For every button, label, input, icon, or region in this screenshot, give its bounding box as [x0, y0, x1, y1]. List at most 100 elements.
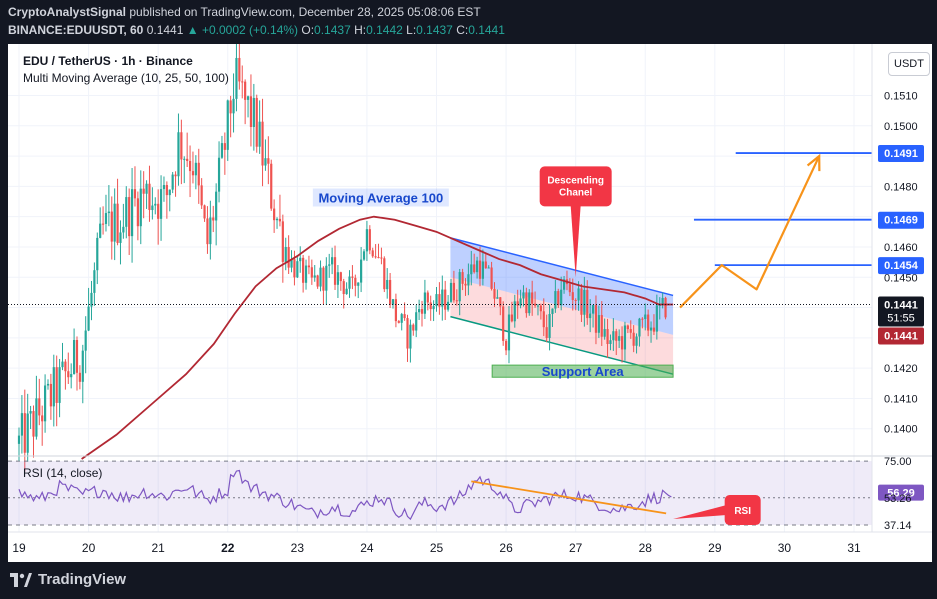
candle-body-21	[78, 372, 81, 382]
candle-body-137	[415, 312, 418, 331]
channel-lower-line	[450, 315, 674, 375]
candle-body-174	[522, 292, 525, 299]
ma-label-text: Moving Average 100	[318, 191, 443, 206]
candle-body-4	[29, 411, 32, 414]
candle-body-165	[496, 297, 499, 299]
time-tick-19: 19	[12, 541, 26, 555]
candle-body-160	[481, 261, 484, 279]
candle-body-167	[502, 306, 505, 341]
indicator-label: Multi Moving Average (10, 25, 50, 100)	[23, 71, 229, 85]
candle-body-159	[478, 260, 482, 279]
candle-body-204	[609, 340, 612, 344]
projection-arrowhead	[806, 153, 821, 172]
candle-body-150	[452, 282, 455, 301]
currency-button[interactable]: USDT	[888, 52, 930, 76]
candle-body-26	[93, 270, 96, 293]
rsi-line	[18, 469, 672, 521]
candle-body-220	[655, 305, 658, 332]
candle-body-56	[180, 132, 183, 160]
candle-body-111	[339, 272, 342, 282]
channel-lower-fill	[450, 277, 674, 375]
candle-body-157	[473, 264, 476, 273]
author-name[interactable]: CryptoAnalystSignal	[8, 5, 127, 19]
candle-body-143	[432, 306, 435, 310]
candle-body-57	[183, 158, 186, 160]
candle-body-15	[61, 361, 64, 368]
candle-body-216	[644, 314, 647, 320]
candle-body-122	[371, 250, 374, 257]
publish-line: CryptoAnalystSignal published on Trading…	[8, 5, 481, 19]
rsi-callout-pointer	[673, 505, 727, 520]
candle-body-14	[58, 367, 61, 403]
candle-body-210	[626, 325, 629, 330]
candle-body-221	[658, 304, 661, 306]
candle-body-51	[165, 185, 168, 196]
chart-canvas[interactable]: Support Area Moving Average 100 Descendin…	[8, 34, 932, 562]
price-tick-0.1460: 0.1460	[884, 242, 918, 254]
candle-body-22	[81, 350, 84, 382]
prev-close-tag-text: 0.1441	[884, 331, 918, 343]
price-tick-0.1500: 0.1500	[884, 121, 918, 133]
candle-body-79	[246, 96, 250, 100]
candle-body-131	[397, 321, 400, 323]
candle-body-142	[429, 302, 432, 310]
candle-body-201	[600, 315, 603, 337]
candle-body-194	[580, 288, 583, 315]
candle-body-65	[206, 218, 209, 245]
candle-body-0	[17, 435, 21, 444]
candle-body-61	[194, 162, 197, 176]
candle-body-188	[562, 279, 566, 290]
candle-body-88	[273, 208, 276, 221]
candle-body-171	[513, 301, 516, 322]
candle-body-43	[142, 188, 145, 194]
candle-body-102	[313, 275, 316, 278]
candle-body-202	[603, 329, 606, 337]
close-label: C:	[456, 23, 469, 37]
rsi-tick-75.00: 75.00	[884, 456, 912, 468]
candle-body-215	[641, 318, 644, 320]
candle-body-177	[531, 292, 534, 304]
candle-body-68	[215, 191, 218, 221]
candle-body-97	[299, 257, 302, 262]
candle-body-96	[296, 261, 299, 278]
candle-body-98	[302, 257, 305, 283]
candle-body-138	[418, 309, 421, 313]
candle-body-44	[145, 183, 148, 194]
candle-body-100	[307, 265, 311, 268]
candle-body-7	[38, 398, 41, 416]
time-tick-23: 23	[291, 541, 305, 555]
low-label: L:	[406, 23, 417, 37]
time-tick-20: 20	[82, 541, 96, 555]
support-area-label: Support Area	[542, 364, 625, 379]
candle-body-92	[284, 247, 287, 262]
candle-body-74	[232, 98, 235, 114]
candle-body-183	[548, 314, 551, 338]
candle-body-19	[72, 339, 76, 375]
chart-area[interactable]: Support Area Moving Average 100 Descendin…	[8, 34, 932, 562]
candle-body-1	[20, 413, 23, 436]
tradingview-logo[interactable]: TradingView	[10, 571, 126, 588]
candle-body-69	[217, 157, 221, 192]
candle-body-38	[128, 197, 131, 237]
candle-body-213	[635, 336, 638, 346]
candle-body-39	[130, 189, 134, 237]
candle-body-13	[55, 367, 58, 403]
candle-body-17	[67, 371, 70, 378]
support-area-box	[491, 364, 674, 378]
candle-body-116	[354, 277, 357, 286]
candle-body-151	[455, 300, 458, 302]
rsi-callout-box	[724, 495, 761, 526]
candle-body-46	[151, 205, 154, 211]
candle-body-24	[87, 306, 90, 331]
candle-body-82	[255, 97, 258, 147]
candle-body-214	[638, 318, 641, 337]
time-tick-21: 21	[151, 541, 165, 555]
candle-body-10	[46, 383, 50, 386]
candle-body-106	[325, 265, 328, 291]
candle-body-119	[362, 251, 366, 260]
candle-body-155	[467, 274, 470, 286]
rsi-tick-53.26: 53.26	[884, 493, 912, 505]
candle-body-178	[533, 303, 537, 306]
candle-body-5	[32, 411, 35, 437]
symbol-label: BINANCE:EDUUSDT, 60	[8, 23, 144, 37]
